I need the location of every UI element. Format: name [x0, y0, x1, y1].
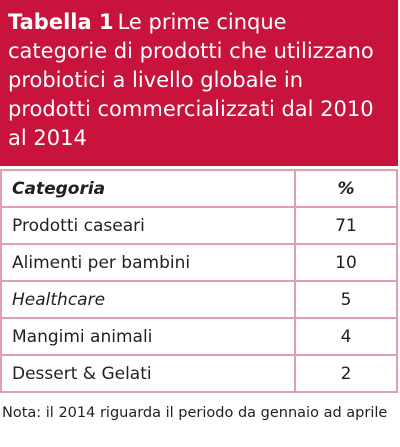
column-header: % — [294, 169, 398, 208]
row: Healthcare 5 — [0, 280, 398, 319]
table-caption: Tabella 1 Le prime cinque categorie di pr… — [0, 0, 398, 166]
header-row: Categoria % — [0, 169, 398, 208]
row: Alimenti per bambini 10 — [0, 243, 398, 282]
row: Prodotti caseari 71 — [0, 206, 398, 245]
caption-title: Le prime cinque categorie di prodotti ch… — [8, 10, 374, 150]
category-cell: Prodotti caseari — [0, 206, 296, 245]
category-cell: Healthcare — [0, 280, 296, 319]
category-cell: Alimenti per bambini — [0, 243, 296, 282]
row: Mangimi animali 4 — [0, 317, 398, 356]
value-cell: 2 — [294, 354, 398, 393]
row: Dessert & Gelati 2 — [0, 354, 398, 393]
column-header: Categoria — [0, 169, 296, 208]
footnote: Nota: il 2014 riguarda il periodo da gen… — [2, 405, 388, 421]
value-cell: 71 — [294, 206, 398, 245]
value-cell: 4 — [294, 317, 398, 356]
category-cell: Mangimi animali — [0, 317, 296, 356]
category-cell: Dessert & Gelati — [0, 354, 296, 393]
value-cell: 10 — [294, 243, 398, 282]
caption-label: Tabella 1 — [8, 10, 114, 34]
data-table: Categoria % Prodotti caseari 71 Alimenti … — [0, 169, 398, 393]
value-cell: 5 — [294, 280, 398, 319]
